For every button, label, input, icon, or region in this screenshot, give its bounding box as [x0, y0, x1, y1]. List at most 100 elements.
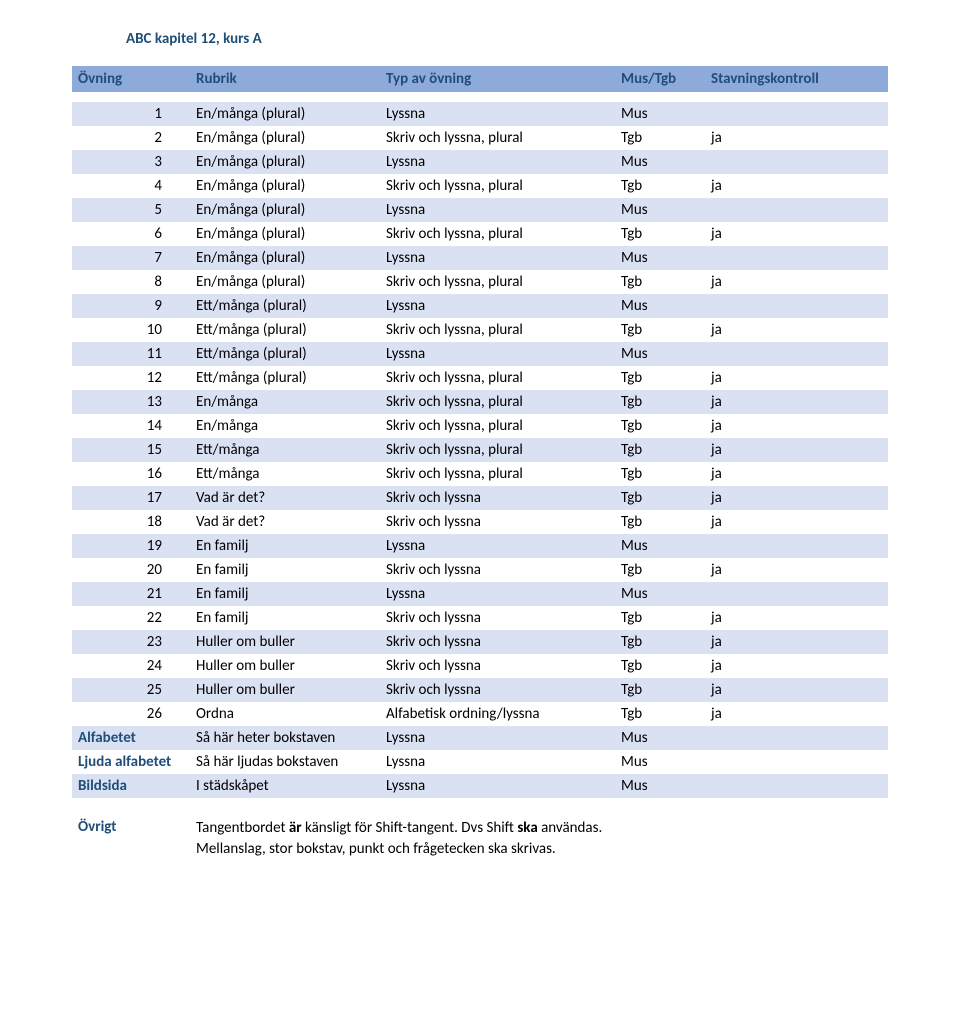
cell-rubrik: Vad är det? — [190, 486, 380, 510]
cell-rubrik: En familj — [190, 534, 380, 558]
table-row: BildsidaI städskåpetLyssnaMus — [72, 774, 888, 798]
table-row: 7En/många (plural)LyssnaMus — [72, 246, 888, 270]
cell-typ: Lyssna — [380, 294, 615, 318]
ovrigt-section: Övrigt Tangentbordet är känsligt för Shi… — [72, 818, 888, 860]
page-title: ABC kapitel 12, kurs A — [72, 30, 888, 48]
table-row: 5En/många (plural)LyssnaMus — [72, 198, 888, 222]
cell-typ: Skriv och lyssna — [380, 486, 615, 510]
cell-mus: Mus — [615, 774, 705, 798]
cell-ovning: 22 — [72, 606, 190, 630]
cell-ovning: 24 — [72, 654, 190, 678]
cell-ovning: 23 — [72, 630, 190, 654]
cell-mus: Mus — [615, 294, 705, 318]
cell-ovning: 8 — [72, 270, 190, 294]
cell-mus: Mus — [615, 582, 705, 606]
cell-mus: Tgb — [615, 318, 705, 342]
cell-stav: ja — [705, 126, 888, 150]
ovrigt-line1a: Tangentbordet — [196, 819, 289, 837]
cell-typ: Skriv och lyssna, plural — [380, 462, 615, 486]
cell-ovning: 5 — [72, 198, 190, 222]
cell-rubrik: Ett/många — [190, 438, 380, 462]
ovrigt-label: Övrigt — [72, 818, 196, 860]
cell-typ: Lyssna — [380, 198, 615, 222]
cell-ovning: 14 — [72, 414, 190, 438]
cell-ovning: 15 — [72, 438, 190, 462]
cell-rubrik: En familj — [190, 558, 380, 582]
cell-mus: Tgb — [615, 558, 705, 582]
ovrigt-text: Tangentbordet är känsligt för Shift-tang… — [196, 818, 602, 860]
cell-stav: ja — [705, 414, 888, 438]
cell-typ: Skriv och lyssna, plural — [380, 270, 615, 294]
table-row: 1En/många (plural)LyssnaMus — [72, 102, 888, 126]
cell-mus: Tgb — [615, 390, 705, 414]
table-row: 3En/många (plural)LyssnaMus — [72, 150, 888, 174]
header-mus: Mus/Tgb — [615, 66, 705, 92]
cell-stav — [705, 150, 888, 174]
cell-mus: Tgb — [615, 630, 705, 654]
cell-typ: Skriv och lyssna, plural — [380, 318, 615, 342]
cell-ovning: 17 — [72, 486, 190, 510]
cell-typ: Lyssna — [380, 246, 615, 270]
cell-ovning: Bildsida — [72, 774, 190, 798]
cell-ovning: 10 — [72, 318, 190, 342]
cell-ovning: 13 — [72, 390, 190, 414]
cell-ovning: 21 — [72, 582, 190, 606]
cell-rubrik: En/många (plural) — [190, 222, 380, 246]
ovrigt-line1c: känsligt för Shift-tangent. Dvs Shift — [302, 819, 518, 837]
cell-mus: Mus — [615, 150, 705, 174]
table-row: 23Huller om bullerSkriv och lyssnaTgbja — [72, 630, 888, 654]
cell-stav — [705, 774, 888, 798]
cell-typ: Skriv och lyssna, plural — [380, 390, 615, 414]
cell-mus: Tgb — [615, 606, 705, 630]
table-row: 15Ett/mångaSkriv och lyssna, pluralTgbja — [72, 438, 888, 462]
cell-mus: Tgb — [615, 654, 705, 678]
cell-ovning: 16 — [72, 462, 190, 486]
cell-stav — [705, 582, 888, 606]
cell-stav — [705, 750, 888, 774]
cell-mus: Mus — [615, 342, 705, 366]
cell-ovning: 19 — [72, 534, 190, 558]
cell-ovning: Ljuda alfabetet — [72, 750, 190, 774]
cell-typ: Skriv och lyssna, plural — [380, 366, 615, 390]
table-row: 20En familjSkriv och lyssnaTgbja — [72, 558, 888, 582]
table-row: 14En/mångaSkriv och lyssna, pluralTgbja — [72, 414, 888, 438]
header-ovning: Övning — [72, 66, 190, 92]
cell-mus: Mus — [615, 102, 705, 126]
cell-rubrik: En/många — [190, 390, 380, 414]
cell-mus: Tgb — [615, 510, 705, 534]
cell-typ: Skriv och lyssna — [380, 678, 615, 702]
cell-rubrik: En/många (plural) — [190, 126, 380, 150]
exercise-table: Övning Rubrik Typ av övning Mus/Tgb Stav… — [72, 66, 888, 798]
cell-rubrik: Vad är det? — [190, 510, 380, 534]
table-row: 4En/många (plural)Skriv och lyssna, plur… — [72, 174, 888, 198]
cell-stav — [705, 294, 888, 318]
cell-rubrik: En familj — [190, 582, 380, 606]
cell-rubrik: En/många (plural) — [190, 198, 380, 222]
ovrigt-line1e: användas. — [538, 819, 603, 837]
cell-stav: ja — [705, 630, 888, 654]
cell-stav: ja — [705, 678, 888, 702]
cell-ovning: 3 — [72, 150, 190, 174]
cell-stav: ja — [705, 318, 888, 342]
cell-stav — [705, 198, 888, 222]
cell-rubrik: En/många (plural) — [190, 174, 380, 198]
table-row: 12Ett/många (plural)Skriv och lyssna, pl… — [72, 366, 888, 390]
cell-stav — [705, 726, 888, 750]
cell-rubrik: Ordna — [190, 702, 380, 726]
cell-mus: Mus — [615, 726, 705, 750]
table-row: 24Huller om bullerSkriv och lyssnaTgbja — [72, 654, 888, 678]
cell-stav: ja — [705, 462, 888, 486]
cell-mus: Tgb — [615, 414, 705, 438]
cell-ovning: 6 — [72, 222, 190, 246]
cell-rubrik: Ett/många (plural) — [190, 366, 380, 390]
cell-typ: Skriv och lyssna — [380, 558, 615, 582]
cell-mus: Mus — [615, 534, 705, 558]
table-row: 9Ett/många (plural)LyssnaMus — [72, 294, 888, 318]
cell-rubrik: Ett/många (plural) — [190, 318, 380, 342]
cell-stav — [705, 342, 888, 366]
table-header-row: Övning Rubrik Typ av övning Mus/Tgb Stav… — [72, 66, 888, 92]
cell-ovning: 12 — [72, 366, 190, 390]
cell-stav: ja — [705, 438, 888, 462]
table-row: Ljuda alfabetetSå här ljudas bokstavenLy… — [72, 750, 888, 774]
cell-rubrik: Ett/många — [190, 462, 380, 486]
